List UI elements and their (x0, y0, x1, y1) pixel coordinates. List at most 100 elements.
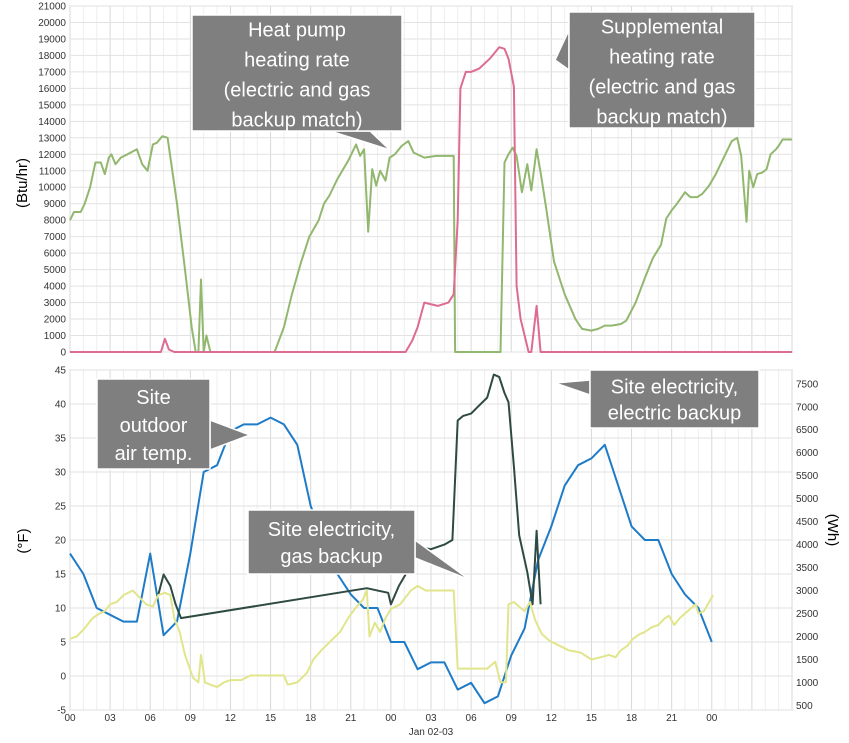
top-y-tick-label: 7000 (44, 232, 67, 243)
callout-text-line: Site (136, 387, 170, 409)
bottom-left-y-tick-label: 25 (55, 502, 67, 513)
x-tick-label: 12 (225, 713, 237, 724)
callout-supplemental: Supplemental heating rate (electric and ga… (554, 11, 756, 129)
top-y-axis-label: (Btu/hr) (14, 158, 31, 208)
top-y-tick-label: 12000 (38, 150, 66, 161)
top-y-tick-label: 15000 (38, 100, 66, 111)
bottom-right-y-tick-label: 2000 (796, 632, 819, 643)
x-tick-label: 09 (506, 713, 518, 724)
bottom-right-y-tick-label: 4000 (796, 540, 819, 551)
callout-text-line: gas backup (280, 546, 382, 568)
top-y-tick-label: 4000 (44, 282, 67, 293)
bottom-right-y-tick-label: 5500 (796, 471, 819, 482)
bottom-left-y-tick-label: 15 (55, 570, 67, 581)
x-tick-label: 09 (185, 713, 197, 724)
bottom-right-y-tick-label: 6500 (796, 425, 819, 436)
callout-text-line: electric backup (608, 402, 741, 424)
top-y-tick-label: 8000 (44, 216, 67, 227)
callout-box (96, 378, 211, 470)
callout-text-line: Heat pump (248, 19, 346, 41)
callout-outdoor-air-temp: Site outdoor air temp. (96, 378, 253, 470)
bottom-right-y-tick-label: 7000 (796, 402, 819, 413)
top-y-tick-label: 10000 (38, 183, 66, 194)
x-tick-label: 15 (586, 713, 598, 724)
callout-text-line: Supplemental (601, 16, 723, 38)
callout-text-line: (electric and gas (224, 79, 371, 101)
top-y-tick-label: 5000 (44, 265, 67, 276)
x-axis-date-label: Jan 02-03 (409, 727, 454, 738)
callout-pointer (554, 29, 570, 72)
site-electricity-electric-backup-line (157, 373, 542, 620)
x-tick-label: 18 (305, 713, 317, 724)
callout-text-line: air temp. (115, 443, 193, 465)
x-tick-label: 00 (385, 713, 397, 724)
callout-gas-backup: Site electricity, gas backup (247, 509, 471, 581)
bottom-right-y-tick-label: 6000 (796, 448, 819, 459)
top-y-tick-label: 18000 (38, 51, 66, 62)
x-tick-label: 06 (466, 713, 478, 724)
top-y-tick-label: 19000 (38, 34, 66, 45)
bottom-right-y-tick-label: 500 (796, 701, 813, 712)
x-tick-label: 12 (546, 713, 558, 724)
bottom-right-y-tick-label: 3000 (796, 586, 819, 597)
x-tick-label: 21 (666, 713, 678, 724)
bottom-left-y-tick-label: 10 (55, 604, 67, 615)
x-tick-label: 03 (105, 713, 117, 724)
bottom-left-y-tick-label: -5 (57, 706, 66, 717)
top-y-tick-label: 16000 (38, 84, 66, 95)
top-y-tick-label: 14000 (38, 117, 66, 128)
top-y-tick-label: 6000 (44, 249, 67, 260)
callout-text-line: backup match) (231, 109, 362, 131)
supplemental-heating-rate-line (70, 46, 792, 353)
bottom-right-y-tick-label: 1500 (796, 655, 819, 666)
callout-heat-pump: Heat pump heating rate (electric and gas ba… (191, 14, 403, 151)
x-tick-label: 00 (64, 713, 76, 724)
top-y-tick-label: 0 (60, 348, 66, 359)
top-y-tick-label: 13000 (38, 133, 66, 144)
bottom-right-y-tick-label: 4500 (796, 517, 819, 528)
top-y-tick-label: 17000 (38, 67, 66, 78)
callout-pointer (329, 130, 391, 151)
bottom-right-y-tick-label: 1000 (796, 678, 819, 689)
bottom-left-y-tick-label: 5 (60, 638, 66, 649)
site-electricity-gas-backup-line (69, 584, 714, 688)
bottom-left-y-tick-label: 30 (55, 468, 67, 479)
x-tick-label: 15 (265, 713, 277, 724)
top-y-tick-label: 3000 (44, 298, 67, 309)
bottom-left-y-axis-label: (°F) (15, 528, 32, 553)
top-y-tick-label: 20000 (38, 18, 66, 29)
bottom-right-y-tick-label: 3500 (796, 563, 819, 574)
callout-text-line: outdoor (120, 415, 188, 437)
heat-pump-heating-rate-line (69, 135, 792, 353)
bottom-right-y-axis-label: (Wh) (824, 514, 841, 547)
x-tick-label: 06 (145, 713, 157, 724)
bottom-left-y-tick-label: 0 (60, 672, 66, 683)
callout-text-line: (electric and gas (589, 76, 736, 98)
bottom-right-y-tick-label: 5000 (796, 494, 819, 505)
bottom-left-y-tick-label: 35 (55, 434, 67, 445)
bottom-left-y-tick-label: 40 (55, 400, 67, 411)
callout-text-line: Site electricity, (268, 519, 395, 541)
callout-box (589, 369, 760, 429)
callout-text-line: heating rate (244, 49, 350, 71)
top-y-tick-label: 1000 (44, 331, 67, 342)
callout-box (191, 14, 403, 132)
callout-electric-backup: Site electricity, electric backup (554, 369, 760, 429)
bottom-left-y-tick-label: 45 (55, 366, 67, 377)
x-tick-label: 00 (706, 713, 718, 724)
callout-box (247, 509, 416, 575)
top-y-tick-label: 21000 (38, 2, 66, 13)
callout-pointer (554, 379, 591, 397)
top-y-tick-label: 11000 (39, 166, 67, 177)
callout-text-line: Site electricity, (611, 376, 738, 398)
x-tick-label: 03 (425, 713, 437, 724)
top-y-tick-label: 9000 (44, 199, 67, 210)
top-y-tick-label: 2000 (44, 315, 67, 326)
bottom-right-y-tick-label: 2500 (796, 609, 819, 620)
bottom-left-y-tick-label: 20 (55, 536, 67, 547)
site-outdoor-air-temp-line (69, 416, 713, 705)
callout-box (568, 11, 756, 129)
x-tick-label: 21 (345, 713, 357, 724)
callout-text-line: backup match) (596, 106, 727, 128)
